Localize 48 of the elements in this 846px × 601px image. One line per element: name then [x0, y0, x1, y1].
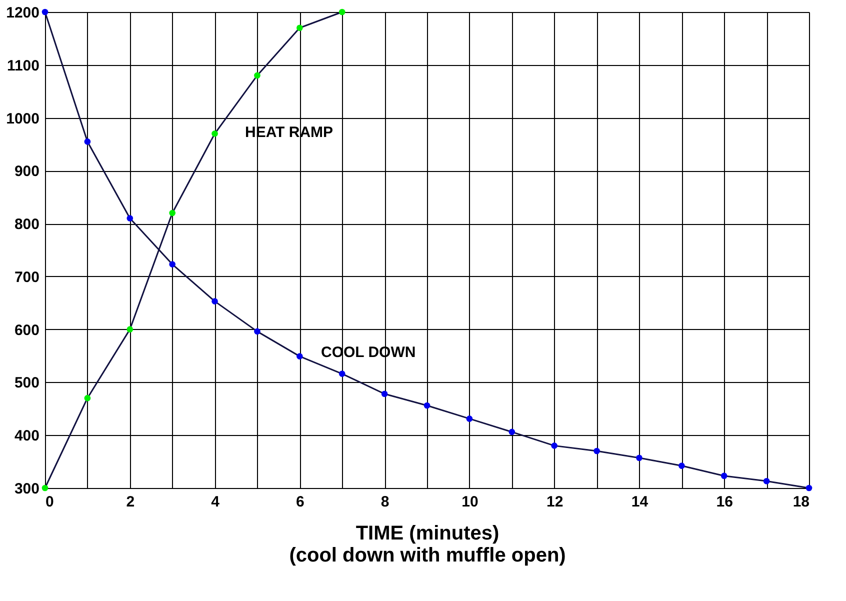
point: [636, 454, 642, 462]
point: [84, 394, 91, 402]
y-tick-label: 500: [14, 374, 40, 392]
point: [424, 402, 430, 409]
point: [806, 484, 812, 492]
point: [381, 390, 388, 398]
point: [508, 428, 516, 436]
point: [763, 478, 770, 484]
y-tick-label: 900: [14, 163, 40, 180]
point: [254, 72, 260, 79]
point: [594, 448, 600, 454]
y-tick-label: 1200: [6, 4, 40, 22]
point: [254, 328, 260, 335]
x-tick-label: 0: [46, 494, 54, 510]
x-tick-label: 12: [546, 494, 564, 510]
point: [42, 484, 48, 492]
point: [338, 8, 346, 16]
y-tick-label: 400: [14, 428, 40, 445]
point: [212, 298, 218, 304]
y-tick-label: 300: [14, 480, 40, 498]
point: [296, 24, 303, 32]
point: [169, 261, 176, 268]
x-tick-label: 10: [462, 494, 478, 510]
point: [720, 472, 728, 479]
y-tick-label: 700: [14, 268, 40, 286]
x-tick-label: 16: [716, 494, 733, 510]
point: [551, 442, 558, 449]
x-tick-label: 2: [126, 494, 135, 510]
y-tick-label: 800: [14, 216, 40, 234]
point: [126, 326, 134, 332]
point: [296, 353, 303, 360]
point: [42, 8, 48, 16]
x-tick-label: 4: [211, 494, 220, 510]
y-tick-label: 600: [14, 322, 40, 339]
x-tick-label: 6: [296, 494, 304, 510]
point: [466, 416, 473, 422]
point: [126, 215, 134, 222]
point: [169, 210, 176, 216]
y-tick-label: 1100: [6, 57, 40, 74]
point: [212, 130, 218, 137]
x-axis-title: TIME (minutes) (cool down with muffle open): [289, 522, 566, 566]
x-tick-label: 14: [631, 494, 649, 510]
x-tick-label: 8: [380, 494, 390, 510]
x-tick-label: 18: [792, 494, 810, 510]
point: [678, 462, 685, 469]
point: [84, 138, 91, 145]
y-tick-label: 1000: [6, 110, 40, 128]
point: [338, 370, 346, 377]
